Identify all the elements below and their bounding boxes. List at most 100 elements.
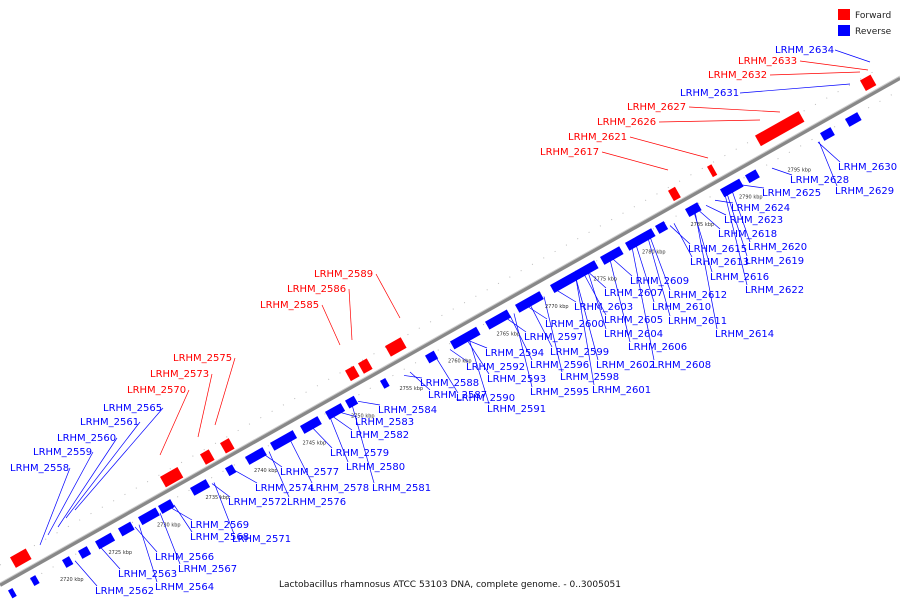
reverse-gene-label: LRHM_2561 bbox=[80, 417, 139, 428]
reverse-gene-label: LRHM_2590 bbox=[456, 393, 515, 404]
reverse-gene-label: LRHM_2592 bbox=[466, 362, 525, 373]
tick-label: 2760 kbp bbox=[448, 359, 472, 365]
reverse-gene bbox=[157, 499, 175, 514]
reverse-gene-label: LRHM_2602 bbox=[596, 360, 655, 371]
reverse-gene-label: LRHM_2591 bbox=[487, 404, 546, 415]
reverse-gene-label: LRHM_2597 bbox=[524, 332, 583, 343]
reverse-gene bbox=[62, 556, 74, 568]
reverse-gene-label: LRHM_2622 bbox=[745, 285, 804, 296]
reverse-gene bbox=[745, 169, 760, 184]
legend-reverse-swatch bbox=[838, 25, 850, 36]
reverse-gene-label: LRHM_2620 bbox=[748, 242, 807, 253]
reverse-gene-label: LRHM_2574 bbox=[255, 483, 314, 494]
gene-track bbox=[8, 74, 877, 599]
scale-ticks: 2720 kbp 2725 kbp 2730 kbp 2735 kbp 2740 kbp… bbox=[60, 167, 811, 583]
forward-gene bbox=[755, 111, 805, 147]
reverse-gene-label: LRHM_2628 bbox=[790, 175, 849, 186]
reverse-gene-label: LRHM_2619 bbox=[745, 256, 804, 267]
reverse-gene-label: LRHM_2629 bbox=[835, 186, 894, 197]
reverse-gene-label: LRHM_2616 bbox=[710, 272, 769, 283]
reverse-gene-label: LRHM_2576 bbox=[287, 497, 346, 508]
reverse-gene-label: LRHM_2625 bbox=[762, 188, 821, 199]
forward-gene bbox=[385, 337, 407, 357]
tick-label: 2755 kbp bbox=[400, 386, 424, 392]
reverse-gene-label: LRHM_2559 bbox=[33, 447, 92, 458]
reverse-gene bbox=[380, 377, 390, 389]
reverse-gene-label: LRHM_2630 bbox=[838, 162, 897, 173]
reverse-gene-label: LRHM_2579 bbox=[330, 448, 389, 459]
reverse-gene-label: LRHM_2598 bbox=[560, 372, 619, 383]
reverse-gene bbox=[270, 430, 298, 451]
reverse-gene-label: LRHM_2558 bbox=[10, 463, 69, 474]
legend-forward-label: Forward bbox=[855, 11, 891, 21]
reverse-gene-label: LRHM_2600 bbox=[545, 319, 604, 330]
reverse-gene-label: LRHM_2634 bbox=[775, 45, 834, 56]
reverse-gene bbox=[845, 112, 862, 127]
reverse-gene-label: LRHM_2603 bbox=[574, 302, 633, 313]
reverse-gene bbox=[189, 479, 211, 496]
reverse-gene bbox=[720, 178, 744, 198]
legend: Forward Reverse bbox=[838, 9, 892, 37]
forward-gene-label: LRHM_2621 bbox=[568, 132, 627, 143]
tick-label: 2735 kbp bbox=[206, 495, 230, 501]
reverse-gene-label: LRHM_2604 bbox=[604, 329, 663, 340]
reverse-gene-label: LRHM_2618 bbox=[718, 229, 777, 240]
reverse-gene-label: LRHM_2560 bbox=[57, 433, 116, 444]
tick-label: 2725 kbp bbox=[109, 550, 133, 556]
reverse-gene bbox=[245, 447, 267, 465]
reverse-gene bbox=[655, 221, 669, 234]
reverse-gene bbox=[138, 507, 160, 526]
reverse-gene bbox=[30, 575, 40, 586]
legend-forward-swatch bbox=[838, 9, 850, 20]
forward-gene bbox=[199, 449, 215, 465]
leader-lines bbox=[39, 49, 871, 587]
forward-gene-label: LRHM_2586 bbox=[287, 284, 346, 295]
reverse-gene-label: LRHM_2596 bbox=[530, 360, 589, 371]
reverse-gene bbox=[78, 546, 92, 559]
forward-gene-label: LRHM_2585 bbox=[260, 300, 319, 311]
forward-gene-label: LRHM_2570 bbox=[127, 385, 186, 396]
reverse-gene bbox=[515, 291, 544, 313]
reverse-gene bbox=[425, 350, 439, 364]
reverse-gene-label: LRHM_2623 bbox=[724, 215, 783, 226]
tick-label: 2745 kbp bbox=[303, 441, 327, 447]
reverse-gene-label: LRHM_2594 bbox=[485, 348, 544, 359]
forward-gene bbox=[345, 365, 360, 382]
reverse-gene bbox=[345, 395, 359, 409]
reverse-gene-label: LRHM_2578 bbox=[310, 483, 369, 494]
reverse-gene-label: LRHM_2568 bbox=[190, 532, 249, 543]
forward-gene bbox=[860, 74, 877, 91]
forward-gene-label: LRHM_2589 bbox=[314, 269, 373, 280]
tick-label: 2720 kbp bbox=[60, 577, 84, 583]
tick-label: 2785 kbp bbox=[691, 222, 715, 228]
forward-gene bbox=[668, 186, 681, 202]
reverse-gene bbox=[8, 588, 17, 599]
reverse-gene bbox=[300, 416, 322, 434]
reverse-gene-label: LRHM_2572 bbox=[228, 497, 287, 508]
reverse-gene-label: LRHM_2595 bbox=[530, 387, 589, 398]
legend-reverse-label: Reverse bbox=[855, 27, 892, 37]
forward-gene-label: LRHM_2632 bbox=[708, 70, 767, 81]
reverse-gene-label: LRHM_2571 bbox=[232, 534, 291, 545]
reverse-gene-label: LRHM_2606 bbox=[628, 342, 687, 353]
forward-gene-label: LRHM_2633 bbox=[738, 56, 797, 67]
reverse-gene-label: LRHM_2631 bbox=[680, 88, 739, 99]
reverse-gene-label: LRHM_2582 bbox=[350, 430, 409, 441]
genome-backbone bbox=[0, 76, 900, 587]
reverse-gene-label: LRHM_2599 bbox=[550, 347, 609, 358]
forward-gene bbox=[160, 467, 184, 488]
reverse-gene bbox=[600, 246, 624, 265]
reverse-gene-label: LRHM_2583 bbox=[355, 417, 414, 428]
reverse-gene bbox=[449, 326, 481, 350]
tick-label: 2750 kbp bbox=[351, 413, 375, 419]
reverse-gene-label: LRHM_2569 bbox=[190, 520, 249, 531]
genome-caption: Lactobacillus rhamnosus ATCC 53103 DNA, … bbox=[279, 580, 621, 590]
tick-label: 2770 kbp bbox=[545, 304, 569, 310]
reverse-gene-label: LRHM_2577 bbox=[280, 467, 339, 478]
forward-gene-label: LRHM_2575 bbox=[173, 353, 232, 364]
tick-label: 2795 kbp bbox=[788, 167, 812, 173]
tick-label: 2740 kbp bbox=[254, 468, 278, 474]
reverse-gene bbox=[324, 403, 346, 420]
reverse-gene bbox=[485, 309, 512, 330]
reverse-gene bbox=[685, 202, 702, 217]
